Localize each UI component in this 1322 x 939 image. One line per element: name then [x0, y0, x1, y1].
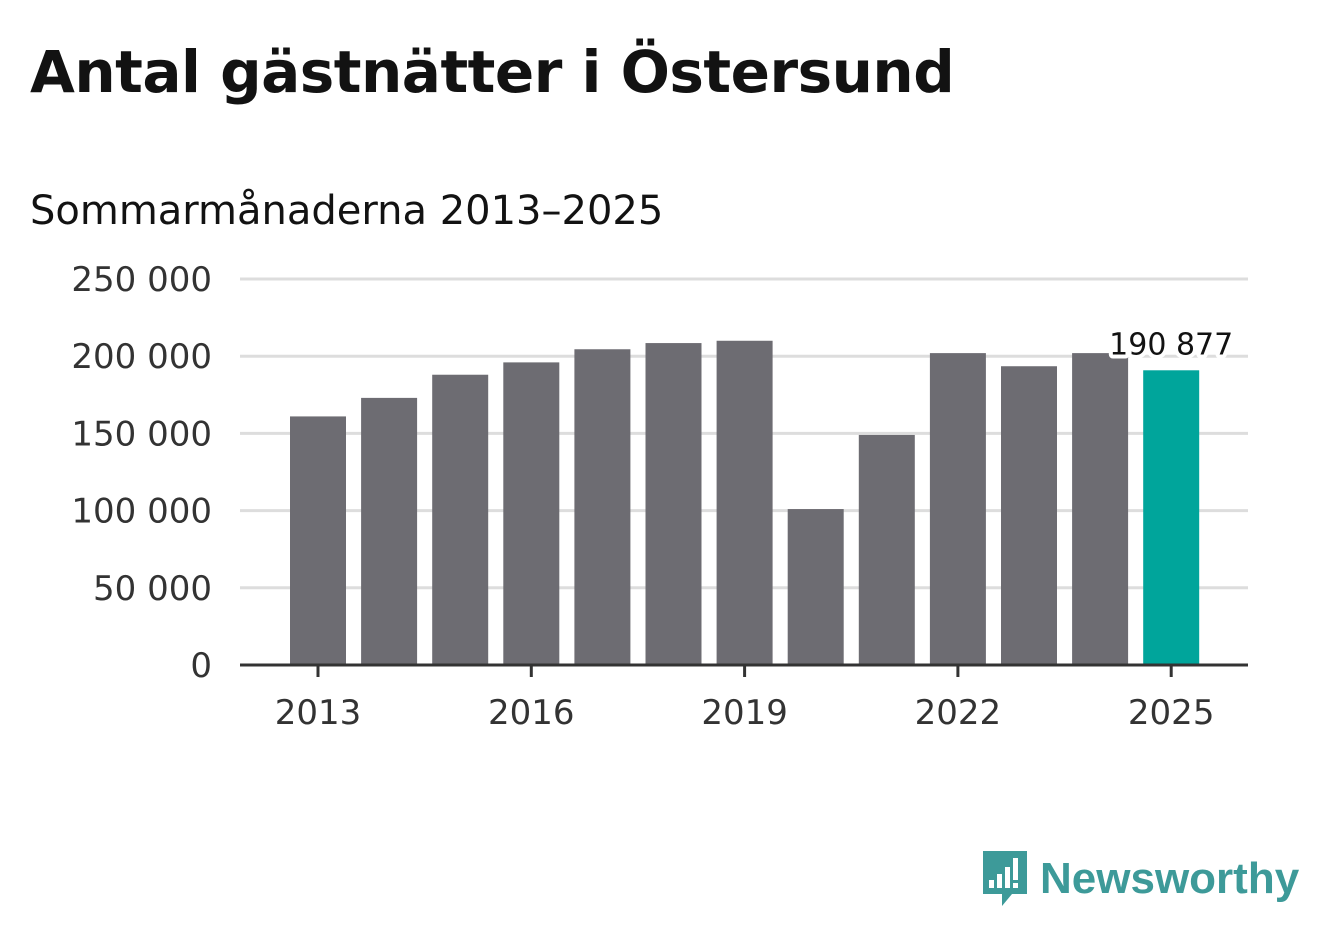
bar-2025	[1143, 370, 1200, 665]
y-tick-label: 50 000	[93, 569, 212, 609]
bar-2018	[645, 343, 702, 665]
x-tick-label: 2013	[275, 693, 362, 733]
x-axis	[240, 663, 1248, 677]
x-tick-label: 2016	[488, 693, 575, 733]
newsworthy-logo-icon	[983, 851, 1027, 906]
bar-2015	[432, 374, 489, 665]
bars	[290, 340, 1200, 665]
x-tick-label: 2022	[915, 693, 1002, 733]
bar-2020	[787, 509, 844, 665]
x-tick-label: 2019	[701, 693, 788, 733]
y-tick-label: 200 000	[71, 337, 212, 377]
y-tick-label: 0	[190, 646, 212, 686]
chart-subtitle: Sommarmånaderna 2013–2025	[30, 188, 664, 234]
value-label-2025: 190 877	[1109, 327, 1233, 362]
newsworthy-logo: Newsworthy	[980, 848, 1299, 910]
y-tick-label: 100 000	[71, 492, 212, 532]
bar-2021	[858, 434, 915, 665]
bar-2014	[361, 397, 418, 665]
x-tick-label: 2025	[1128, 693, 1215, 733]
bar-2023	[1001, 366, 1057, 665]
brand-name: Newsworthy	[1040, 854, 1300, 903]
x-axis-labels: 2013 2016 2019 2022 2025	[275, 693, 1215, 733]
bar-2017	[574, 349, 631, 665]
chart-title: Antal gästnätter i Östersund	[30, 38, 955, 106]
bar-2024	[1072, 353, 1129, 665]
bar-2019	[716, 340, 773, 665]
y-tick-label: 150 000	[71, 414, 212, 454]
y-tick-label: 250 000	[71, 260, 212, 300]
bar-2013	[290, 416, 346, 665]
bar-2022	[929, 353, 986, 665]
y-axis-labels: 0 50 000 100 000 150 000 200 000 250 000	[71, 260, 212, 686]
bar-2016	[503, 362, 560, 665]
annotations: 190 877	[1105, 323, 1237, 366]
